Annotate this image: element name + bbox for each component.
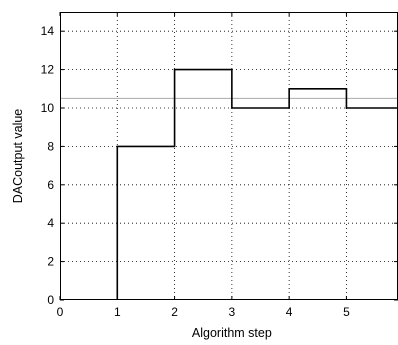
y-tick-label: 14 (41, 24, 55, 38)
x-tick-label: 3 (229, 305, 236, 319)
ticks (59, 12, 398, 301)
y-axis-title: DACoutput value (11, 109, 25, 204)
x-tick-label: 4 (286, 305, 293, 319)
y-tick-label: 10 (41, 101, 55, 115)
x-tick-label: 1 (114, 305, 121, 319)
y-tick-label: 6 (47, 178, 54, 192)
x-axis-title: Algorithm step (192, 326, 272, 340)
series (116, 68, 398, 300)
y-tick-label: 2 (47, 255, 54, 269)
x-tick-label: 5 (343, 305, 350, 319)
y-tick-label: 4 (47, 216, 54, 230)
x-tick-label: 0 (57, 305, 64, 319)
y-tick-label: 0 (47, 293, 54, 307)
y-tick-label: 8 (47, 139, 54, 153)
plot-frame (60, 12, 398, 300)
y-tick-label: 12 (41, 63, 55, 77)
grid (60, 12, 398, 300)
series-line-0 (116, 68, 398, 300)
x-tick-label: 2 (171, 305, 178, 319)
